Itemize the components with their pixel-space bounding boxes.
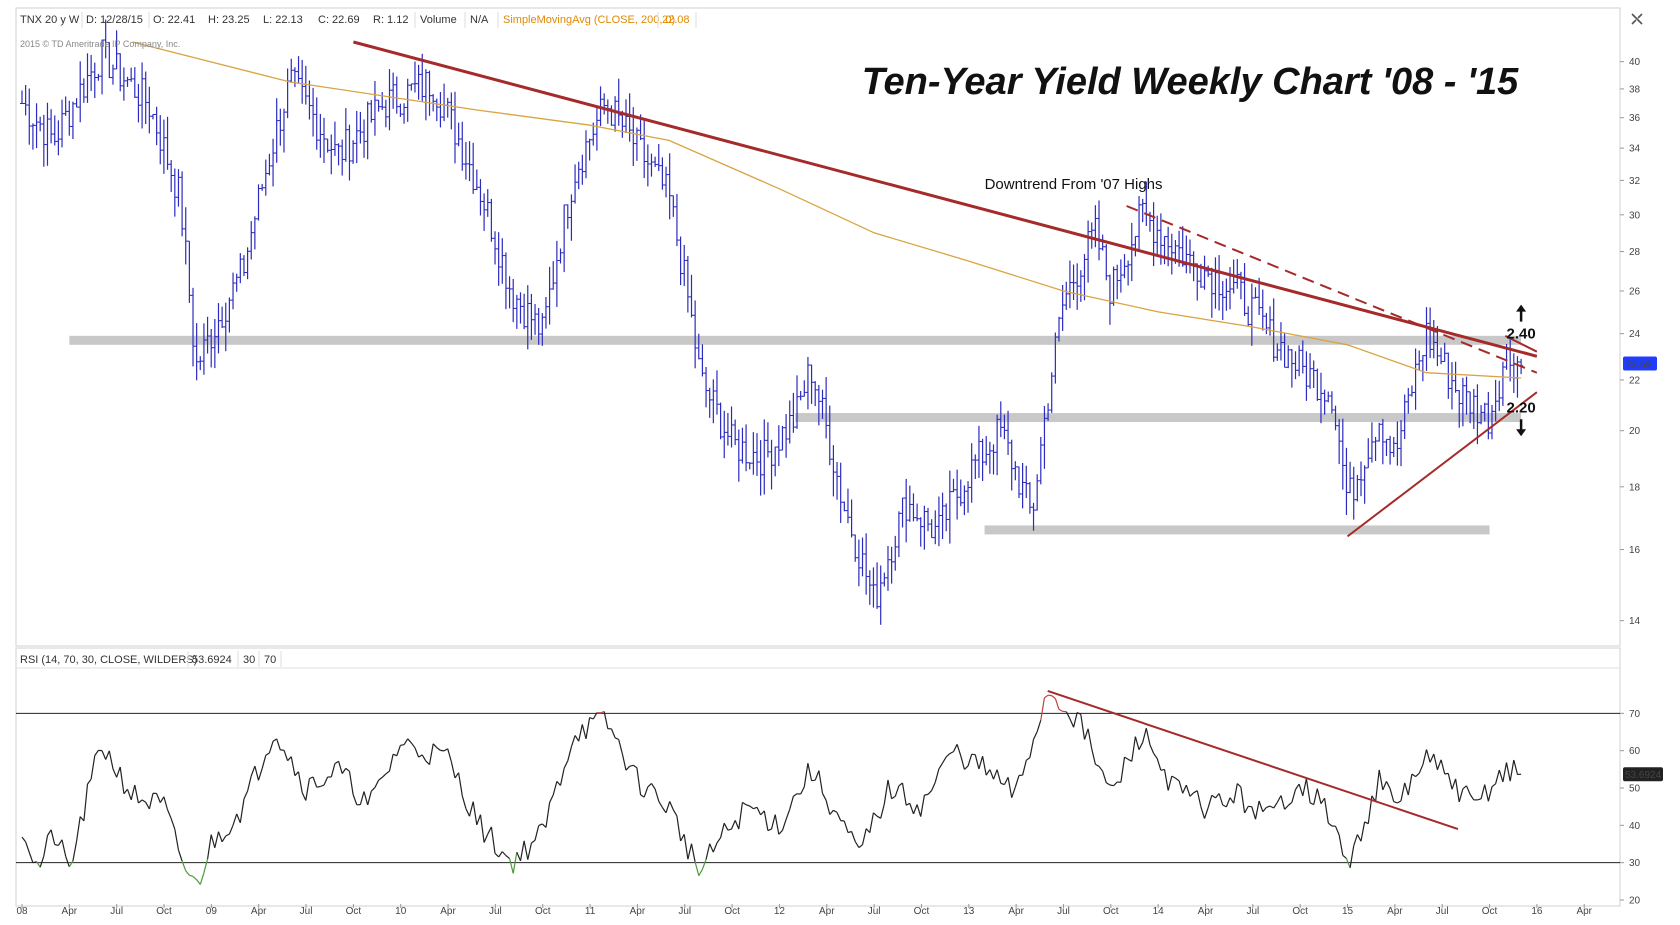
header-ma-value: 22.08 <box>662 14 690 26</box>
x-tick-label: Jul <box>1057 906 1070 917</box>
x-tick-label: 14 <box>1153 906 1165 917</box>
x-tick-label: Apr <box>1387 906 1403 917</box>
level-label: 2.40 <box>1506 326 1535 343</box>
x-tick-label: Apr <box>1198 906 1214 917</box>
rsi-overbought-label: 70 <box>264 654 276 666</box>
y-tick-label: 40 <box>1629 57 1641 68</box>
rsi-segment <box>972 754 976 755</box>
rsi-segment <box>812 780 816 781</box>
x-tick-label: Apr <box>440 906 456 917</box>
rsi-y-tick-label: 70 <box>1629 709 1641 720</box>
x-tick-label: Apr <box>1008 906 1024 917</box>
rsi-y-axis: 20 30 40 50 60 70 53.6924 <box>1620 709 1663 907</box>
x-tick-label: 10 <box>395 906 407 917</box>
x-tick-label: Apr <box>251 906 267 917</box>
x-tick-label: Jul <box>1436 906 1449 917</box>
support-band <box>795 413 1521 422</box>
header-close: C: 22.69 <box>318 14 360 26</box>
level-label: 2.20 <box>1506 399 1535 416</box>
rsi-oversold-label: 30 <box>243 654 255 666</box>
x-tick-label: Oct <box>1292 906 1308 917</box>
y-tick-label: 20 <box>1629 426 1641 437</box>
header-volume: Volume <box>420 14 457 26</box>
x-tick-label: Jul <box>110 906 123 917</box>
y-tick-label: 34 <box>1629 144 1641 155</box>
y-tick-label: 30 <box>1629 210 1641 221</box>
rsi-y-tick-label: 40 <box>1629 821 1641 832</box>
x-tick-label: Oct <box>724 906 740 917</box>
settings-icon[interactable] <box>1632 14 1642 24</box>
header-symbol: TNX 20 y W <box>20 14 80 26</box>
header-date: D: 12/28/15 <box>86 14 143 26</box>
x-tick-label: Oct <box>1103 906 1119 917</box>
x-tick-label: 08 <box>16 906 28 917</box>
y-tick-label: 14 <box>1629 616 1641 627</box>
x-tick-label: 15 <box>1342 906 1354 917</box>
x-tick-label: Apr <box>630 906 646 917</box>
x-tick-label: Jul <box>300 906 313 917</box>
rsi-y-tick-label: 30 <box>1629 858 1641 869</box>
rsi-segment <box>924 794 928 795</box>
y-tick-label: 26 <box>1629 286 1641 297</box>
rsi-last-label: 53.6924 <box>1625 770 1662 781</box>
x-tick-label: 09 <box>206 906 218 917</box>
rsi-segment <box>440 750 444 751</box>
x-tick-label: Apr <box>62 906 78 917</box>
header-open: O: 22.41 <box>153 14 195 26</box>
chart-title: Ten-Year Yield Weekly Chart '08 - '15 <box>862 61 1519 103</box>
header-volume-value: N/A <box>470 14 489 26</box>
rsi-y-tick-label: 60 <box>1629 746 1641 757</box>
y-tick-label: 32 <box>1629 176 1641 187</box>
x-tick-label: Jul <box>678 906 691 917</box>
x-tick-label: 13 <box>963 906 975 917</box>
support-band <box>985 525 1490 534</box>
rsi-y-tick-label: 50 <box>1629 784 1641 795</box>
rsi-segment <box>400 745 404 746</box>
price-header: TNX 20 y W D: 12/28/15 O: 22.41 H: 23.25… <box>20 12 696 28</box>
last-price-label: 22.69 <box>1626 360 1651 371</box>
price-panel <box>16 8 1620 646</box>
x-tick-label: Oct <box>1482 906 1498 917</box>
x-tick-label: Oct <box>535 906 551 917</box>
x-tick-label: Oct <box>346 906 362 917</box>
header-low: L: 22.13 <box>263 14 303 26</box>
rsi-panel <box>16 648 1620 906</box>
y-tick-label: 24 <box>1629 329 1641 340</box>
x-tick-label: 16 <box>1531 906 1543 917</box>
y-tick-label: 18 <box>1629 482 1641 493</box>
x-tick-label: Oct <box>156 906 172 917</box>
x-tick-label: Apr <box>1576 906 1592 917</box>
header-ma-label: SimpleMovingAvg (CLOSE, 200, 0) <box>503 14 675 26</box>
x-tick-label: 12 <box>774 906 786 917</box>
rsi-segment <box>317 787 321 788</box>
rsi-segment <box>1110 785 1114 786</box>
y-tick-label: 36 <box>1629 113 1641 124</box>
price-y-axis: 14 16 18 20 22 24 26 28 30 32 34 36 38 40 22.69 <box>1620 57 1657 627</box>
rsi-y-tick-label: 20 <box>1629 896 1641 907</box>
x-tick-label: Oct <box>914 906 930 917</box>
header-high: H: 23.25 <box>208 14 250 26</box>
downtrend-label: Downtrend From '07 Highs <box>985 176 1163 193</box>
y-tick-label: 22 <box>1629 375 1641 386</box>
x-tick-label: Apr <box>819 906 835 917</box>
x-tick-label: 11 <box>585 906 596 917</box>
rsi-value: 53.6924 <box>192 654 232 666</box>
rsi-label: RSI (14, 70, 30, CLOSE, WILDERS) <box>20 654 197 666</box>
y-tick-label: 38 <box>1629 84 1641 95</box>
header-range: R: 1.12 <box>373 14 408 26</box>
y-tick-label: 28 <box>1629 247 1641 258</box>
y-tick-label: 16 <box>1629 545 1641 556</box>
x-tick-label: Jul <box>1246 906 1259 917</box>
x-tick-label: Jul <box>489 906 502 917</box>
copyright: 2015 © TD Ameritrade IP Company, Inc. <box>20 39 180 49</box>
x-tick-label: Jul <box>868 906 881 917</box>
